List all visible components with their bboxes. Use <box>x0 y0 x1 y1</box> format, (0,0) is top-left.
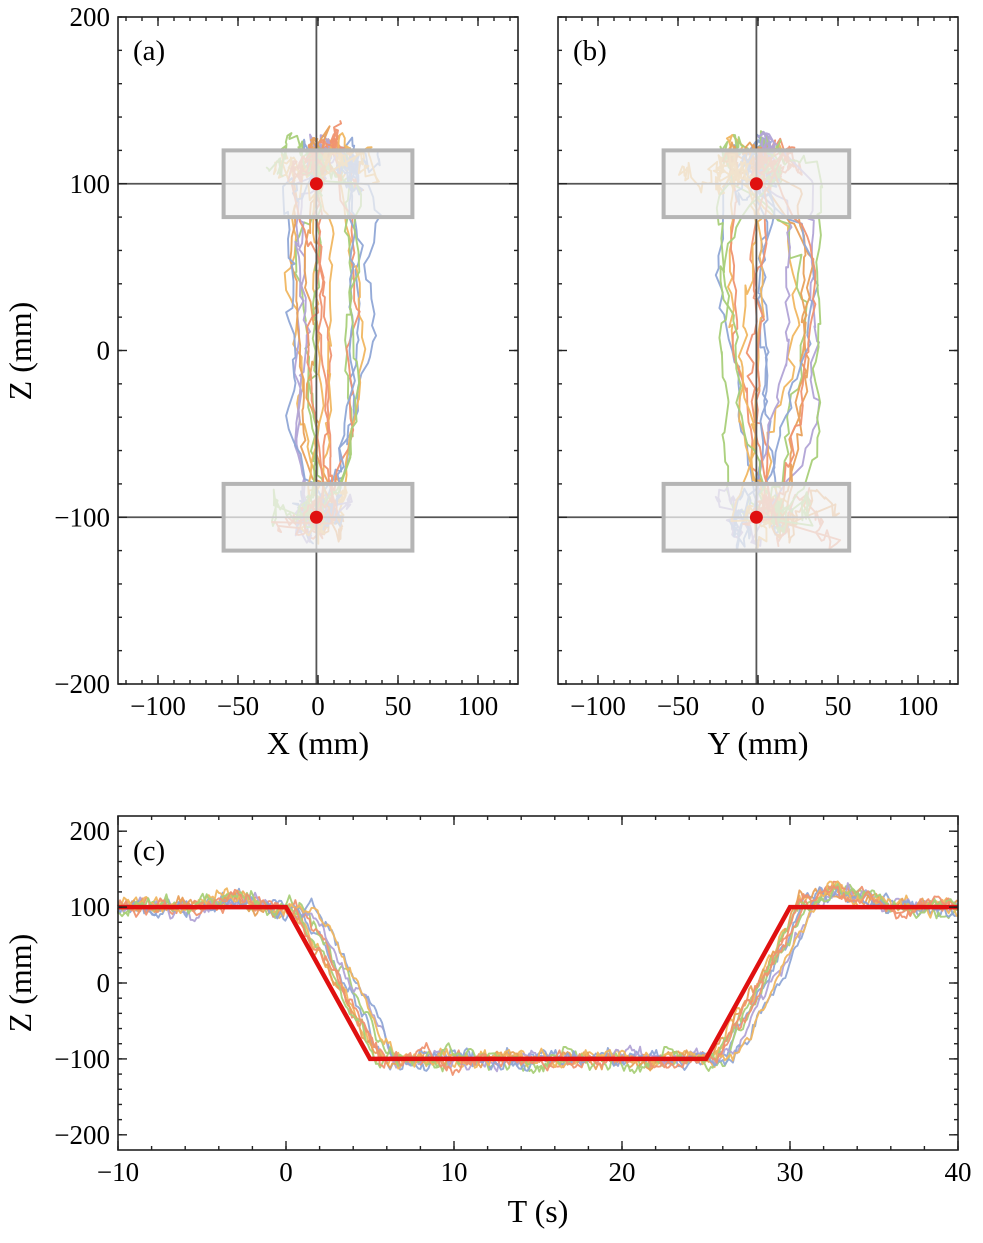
panel-c-ytick-label: 0 <box>97 968 111 998</box>
panel-b-xtick-label: 100 <box>898 691 939 721</box>
panel-c-xtick-label: 10 <box>441 1157 468 1187</box>
panel-c-xtick-label: 40 <box>945 1157 972 1187</box>
panel-a-xtick-label: 100 <box>458 691 499 721</box>
panel-c-trial-trace <box>117 882 958 1073</box>
panel-a-target-boxes <box>221 148 415 553</box>
panel-a-ticks: −100 −50 0 50 100 200 100 0 −100 −200 <box>54 2 518 721</box>
panel-c-reference-line <box>118 904 958 1062</box>
panel-a-xtick-label: 50 <box>385 691 412 721</box>
panel-a-target-point <box>309 177 323 191</box>
panel-a-xtick-label: −100 <box>130 691 186 721</box>
panel-c-xtick-label: −10 <box>97 1157 139 1187</box>
panel-c-trial-trace <box>117 883 958 1074</box>
panel-c-ytick-label: −100 <box>54 1044 110 1074</box>
panel-c-trial-trace <box>117 880 958 1070</box>
panel-c-ylabel: Z (mm) <box>2 934 38 1033</box>
panel-c-trial-trace <box>117 882 958 1074</box>
panel-c-xtick-label: 0 <box>279 1157 293 1187</box>
panel-b-target-point <box>749 510 763 524</box>
panel-a-ytick-label: 100 <box>70 169 111 199</box>
panel-c-ytick-label: 100 <box>70 892 111 922</box>
panel-a-xtick-label: −50 <box>217 691 259 721</box>
panel-b-xtick-label: −50 <box>657 691 699 721</box>
panel-a-xlabel: X (mm) <box>267 725 369 761</box>
panel-c-xtick-label: 30 <box>777 1157 804 1187</box>
panel-c-frame <box>117 815 959 1151</box>
panel-b-xtick-label: 0 <box>751 691 765 721</box>
panel-a-xtick-label: 0 <box>311 691 325 721</box>
panel-b-frame <box>557 16 959 685</box>
panel-b-xtick-label: 50 <box>825 691 852 721</box>
panel-c-reference <box>118 904 958 1062</box>
panel-c-trial-trace <box>117 883 958 1072</box>
panel-c-label: (c) <box>133 835 165 867</box>
panel-c-trial-trace <box>117 880 958 1072</box>
panel-c-trial-trace <box>117 887 958 1071</box>
panel-a-ytick-label: 200 <box>70 2 111 32</box>
panel-a-label: (a) <box>133 35 165 67</box>
panel-b-xtick-label: −100 <box>570 691 626 721</box>
panel-b-xlabel: Y (mm) <box>707 725 808 761</box>
panel-a-target-point <box>309 510 323 524</box>
panel-b-yz-trajectories: −100 −50 0 50 100 (b) Y (mm) <box>557 16 959 761</box>
panel-c-xlabel: T (s) <box>508 1193 569 1229</box>
panel-c-ytick-label: 200 <box>70 816 111 846</box>
panel-c-trial-trace <box>117 885 958 1072</box>
panel-a-ytick-label: −100 <box>54 502 110 532</box>
panel-a-target-points <box>309 177 323 524</box>
panel-b-label: (b) <box>573 35 607 67</box>
panel-a-ylabel: Z (mm) <box>2 302 38 401</box>
panel-a-ytick-label: 0 <box>97 336 111 366</box>
panel-c-ytick-label: −200 <box>54 1120 110 1150</box>
panel-c-traces <box>117 880 958 1076</box>
panel-c-trial-trace <box>117 884 958 1076</box>
panel-c-trial-trace <box>117 886 958 1072</box>
panel-a-ytick-label: −200 <box>54 669 110 699</box>
panel-c-xtick-label: 20 <box>609 1157 636 1187</box>
panel-b-target-point <box>749 177 763 191</box>
panel-b-target-points <box>749 177 763 524</box>
panel-a-frame <box>117 16 519 685</box>
panel-b-target-box <box>661 481 852 553</box>
